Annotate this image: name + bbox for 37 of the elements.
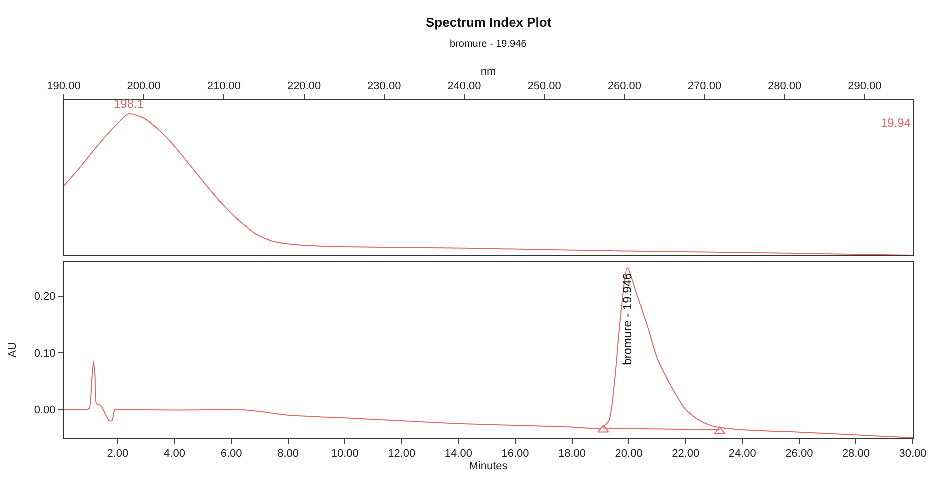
x-tick-label: 200.00 xyxy=(127,80,161,93)
y-tick-label: 0.10 xyxy=(34,348,56,360)
x-tick-label: 280.00 xyxy=(768,80,802,93)
x-tick-label: 4.00 xyxy=(164,448,186,460)
chart-subtitle: bromure - 19.946 xyxy=(450,39,528,50)
y-axis-title: AU xyxy=(7,342,20,358)
chart-title: Spectrum Index Plot xyxy=(426,15,552,30)
x-tick-label: 270.00 xyxy=(688,80,722,93)
x-tick-label: 20.00 xyxy=(615,448,643,460)
x-tick-label: 250.00 xyxy=(528,80,562,93)
x-tick-label: 240.00 xyxy=(448,80,482,93)
x-axis-title: Minutes xyxy=(469,460,508,472)
x-tick-label: 28.00 xyxy=(842,448,870,460)
annotation: 198.1 xyxy=(114,97,144,111)
x-tick-label: 10.00 xyxy=(331,448,359,460)
x-tick-label: 260.00 xyxy=(608,80,642,93)
x-tick-label: 190.00 xyxy=(47,80,81,93)
x-tick-label: 30.00 xyxy=(899,448,927,460)
x-tick-label: 2.00 xyxy=(107,448,129,460)
x-tick-label: 6.00 xyxy=(220,448,242,460)
x-tick-label: 8.00 xyxy=(278,448,300,460)
x-tick-label: 14.00 xyxy=(444,448,472,460)
x-tick-label: 22.00 xyxy=(672,448,700,460)
x-tick-label: 290.00 xyxy=(848,80,882,93)
y-tick-label: 0.20 xyxy=(34,291,56,304)
x-tick-label: 210.00 xyxy=(207,80,242,93)
annotation: bromure - 19.946 xyxy=(620,273,635,366)
x-axis-title: nm xyxy=(480,66,496,78)
y-tick-label: 0.00 xyxy=(34,404,56,416)
x-tick-label: 220.00 xyxy=(287,80,322,93)
x-tick-label: 24.00 xyxy=(728,448,756,460)
annotation: 19.94 xyxy=(881,116,912,130)
x-tick-label: 16.00 xyxy=(502,448,530,460)
x-tick-label: 18.00 xyxy=(558,448,586,460)
x-tick-label: 12.00 xyxy=(388,448,416,460)
x-tick-label: 230.00 xyxy=(368,80,402,93)
x-tick-label: 26.00 xyxy=(786,448,814,460)
